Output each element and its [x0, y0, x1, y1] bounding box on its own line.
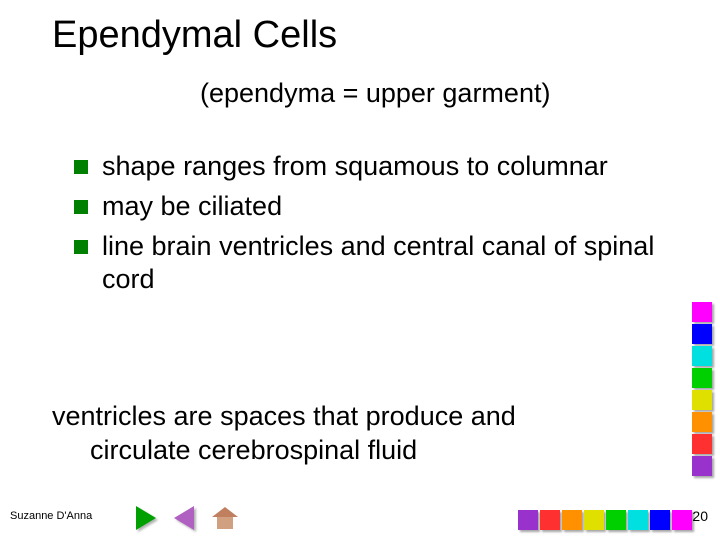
- color-swatch: [692, 368, 712, 388]
- color-strip-horizontal: [518, 510, 692, 530]
- color-swatch: [692, 456, 712, 476]
- nav-controls: [136, 506, 238, 530]
- next-icon[interactable]: [136, 506, 156, 530]
- color-swatch: [562, 510, 582, 530]
- list-item: shape ranges from squamous to columnar: [74, 150, 680, 184]
- slide-subtitle: (ependyma = upper garment): [200, 78, 550, 109]
- home-icon[interactable]: [212, 507, 238, 529]
- color-swatch: [692, 346, 712, 366]
- bullet-text: may be ciliated: [102, 190, 282, 224]
- note-line: ventricles are spaces that produce and: [52, 401, 516, 431]
- bullet-icon: [74, 200, 88, 214]
- note-line: circulate cerebrospinal fluid: [52, 434, 680, 468]
- color-swatch: [672, 510, 692, 530]
- color-swatch: [692, 434, 712, 454]
- bullet-icon: [74, 240, 88, 254]
- color-swatch: [518, 510, 538, 530]
- slide: Ependymal Cells (ependyma = upper garmen…: [0, 0, 720, 540]
- prev-icon[interactable]: [174, 506, 194, 530]
- color-swatch: [650, 510, 670, 530]
- color-swatch: [692, 412, 712, 432]
- color-swatch: [606, 510, 626, 530]
- author-label: Suzanne D'Anna: [10, 510, 92, 522]
- bullet-list: shape ranges from squamous to columnar m…: [74, 150, 680, 303]
- color-swatch: [628, 510, 648, 530]
- bullet-text: shape ranges from squamous to columnar: [102, 150, 608, 184]
- bullet-text: line brain ventricles and central canal …: [102, 230, 680, 298]
- color-swatch: [692, 324, 712, 344]
- color-strip-vertical: [692, 302, 712, 476]
- color-swatch: [692, 390, 712, 410]
- color-swatch: [692, 302, 712, 322]
- color-swatch: [540, 510, 560, 530]
- color-swatch: [584, 510, 604, 530]
- note-text: ventricles are spaces that produce and c…: [52, 400, 680, 468]
- slide-title: Ependymal Cells: [52, 14, 337, 57]
- list-item: may be ciliated: [74, 190, 680, 224]
- list-item: line brain ventricles and central canal …: [74, 230, 680, 298]
- slide-number: 20: [692, 508, 708, 524]
- bullet-icon: [74, 160, 88, 174]
